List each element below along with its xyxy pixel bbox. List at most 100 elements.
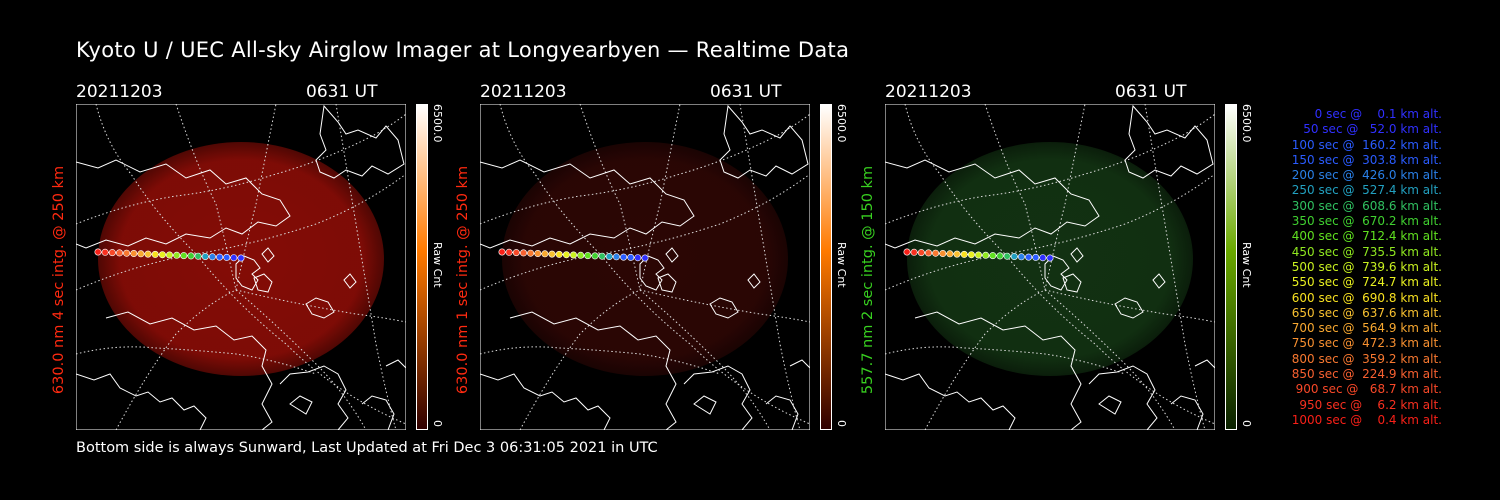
trajectory-point <box>527 249 535 257</box>
legend-row: 850 sec @ 224.9 km alt. <box>1287 367 1442 382</box>
trajectory-point <box>946 250 954 258</box>
trajectory-point <box>115 249 123 257</box>
coastline <box>105 311 273 430</box>
legend-row: 200 sec @ 426.0 km alt. <box>1287 168 1442 183</box>
legend-row: 800 sec @ 359.2 km alt. <box>1287 351 1442 366</box>
coastline <box>1070 247 1084 263</box>
legend-row: 1000 sec @ 0.4 km alt. <box>1291 412 1442 427</box>
trajectory-point <box>144 250 152 258</box>
trajectory-point <box>1010 253 1018 261</box>
trajectory-point <box>548 250 556 258</box>
trajectory-point <box>598 252 606 260</box>
trajectory-point <box>94 248 102 256</box>
trajectory-point <box>166 251 174 259</box>
coastline <box>305 297 335 319</box>
coastline <box>289 395 313 415</box>
coastline <box>709 297 739 319</box>
lat-lon-grid <box>639 289 771 430</box>
legend-row: 950 sec @ 6.2 km alt. <box>1295 397 1442 412</box>
trajectory-point <box>924 249 932 257</box>
lat-lon-grid <box>885 113 1215 225</box>
panel-wavelength-label: 557.7 nm 2 sec intg. @ 150 km <box>860 165 876 395</box>
lat-lon-grid <box>1044 289 1215 323</box>
legend-row: 100 sec @ 160.2 km alt. <box>1287 137 1442 152</box>
trajectory-point <box>534 250 542 258</box>
legend-row: 600 sec @ 690.8 km alt. <box>1287 290 1442 305</box>
lat-lon-grid <box>739 104 801 430</box>
lat-lon-grid <box>1144 104 1206 430</box>
lat-lon-grid <box>235 289 406 323</box>
trajectory-point <box>591 252 599 260</box>
allsky-map <box>885 104 1215 430</box>
trajectory-point <box>967 251 975 259</box>
coastline <box>914 311 1082 430</box>
legend-row: 350 sec @ 670.2 km alt. <box>1287 214 1442 229</box>
trajectory-point <box>584 252 592 260</box>
trajectory-point <box>137 250 145 258</box>
trajectory-point <box>230 254 238 262</box>
coastline <box>480 159 695 249</box>
trajectory-point <box>939 250 947 258</box>
trajectory-point <box>612 253 620 261</box>
coastline <box>789 359 810 369</box>
coastline <box>885 373 1016 430</box>
trajectory-point <box>903 248 911 256</box>
coastline <box>1194 359 1215 369</box>
trajectory-point <box>605 253 613 261</box>
trajectory-point <box>180 252 188 260</box>
panel-wavelength-label: 630.0 nm 4 sec intg. @ 250 km <box>51 165 67 395</box>
panel-time: 0631 UT <box>306 82 378 102</box>
coastline <box>719 104 809 179</box>
trajectory-point <box>620 253 628 261</box>
legend-row: 400 sec @ 712.4 km alt. <box>1287 229 1442 244</box>
trajectory-point <box>953 250 961 258</box>
trajectory-point <box>223 253 231 261</box>
colorbar <box>1225 104 1237 430</box>
trajectory-point <box>541 250 549 258</box>
trajectory-point <box>123 249 131 257</box>
trajectory-point <box>960 250 968 258</box>
trajectory-point <box>208 253 216 261</box>
legend-row: 700 sec @ 564.9 km alt. <box>1287 321 1442 336</box>
lat-lon-grid <box>480 113 810 225</box>
legend-row: 550 sec @ 724.7 km alt. <box>1287 275 1442 290</box>
trajectory-point <box>1046 254 1054 262</box>
coastline <box>683 365 753 430</box>
lat-lon-grid <box>95 104 406 425</box>
trajectory-point <box>989 252 997 260</box>
coastline <box>1062 273 1082 293</box>
coastline <box>1152 273 1166 289</box>
trajectory-point <box>996 252 1004 260</box>
lat-lon-grid <box>499 104 810 425</box>
coastline <box>657 273 677 293</box>
trajectory-point <box>932 249 940 257</box>
allsky-map <box>76 104 406 430</box>
coastline <box>1088 365 1158 430</box>
trajectory-point <box>1039 254 1047 262</box>
coastline <box>253 273 273 293</box>
coastline <box>1098 395 1122 415</box>
legend-row: 150 sec @ 303.8 km alt. <box>1287 152 1442 167</box>
trajectory-point <box>1003 252 1011 260</box>
update-footer: Bottom side is always Sunward, Last Upda… <box>76 440 658 456</box>
trajectory-point <box>975 251 983 259</box>
coastline <box>279 365 349 430</box>
trajectory-point <box>917 249 925 257</box>
colorbar <box>820 104 832 430</box>
trajectory-point <box>982 251 990 259</box>
lat-lon-grid <box>235 289 367 430</box>
lat-lon-grid <box>885 346 1126 375</box>
trajectory-point <box>627 253 635 261</box>
trajectory-point <box>151 250 159 258</box>
trajectory-point <box>130 250 138 258</box>
trajectory-point <box>187 252 195 260</box>
coastline <box>343 273 357 289</box>
coastline <box>235 255 261 291</box>
coastline <box>76 373 207 430</box>
lat-lon-grid <box>335 104 397 430</box>
imager-panel-1: 20211203 0631 UT 630.0 nm 4 sec intg. @ … <box>51 82 494 432</box>
coastline <box>261 247 275 263</box>
imager-panel-2: 20211203 0631 UT 630.0 nm 1 sec intg. @ … <box>455 82 898 432</box>
trajectory-point <box>237 254 245 262</box>
legend-row: 0 sec @ 0.1 km alt. <box>1303 107 1442 121</box>
